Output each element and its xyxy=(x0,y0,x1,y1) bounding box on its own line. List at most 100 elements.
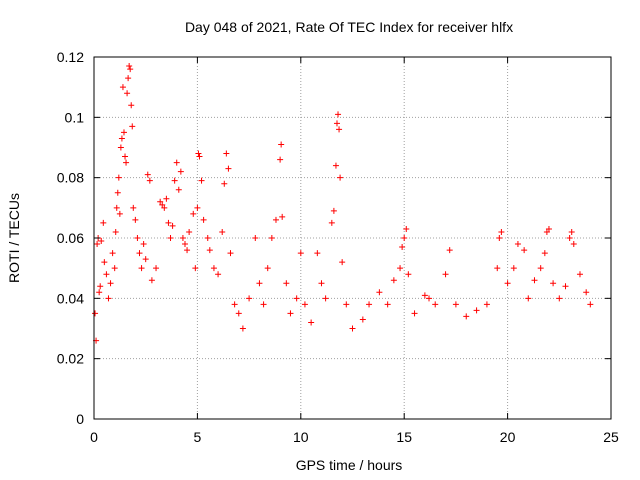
y-tick-label: 0.04 xyxy=(57,290,84,306)
data-point xyxy=(278,141,285,148)
data-point xyxy=(126,63,133,70)
y-axis-ticks: 0 0.02 0.04 0.06 0.08 0.1 0.12 xyxy=(57,49,611,427)
data-point xyxy=(397,265,404,272)
data-point xyxy=(225,165,232,172)
data-point xyxy=(330,207,337,214)
data-point xyxy=(134,235,141,241)
data-point xyxy=(100,219,107,226)
data-point xyxy=(116,210,123,217)
data-point xyxy=(343,301,350,308)
data-point xyxy=(98,238,105,245)
data-point xyxy=(169,222,176,229)
x-tick-label: 10 xyxy=(293,429,309,445)
data-point xyxy=(94,241,101,248)
data-point xyxy=(322,295,329,302)
data-point xyxy=(328,219,335,226)
data-point xyxy=(129,123,136,130)
data-point xyxy=(359,316,366,323)
data-point xyxy=(384,301,391,308)
data-point xyxy=(279,213,286,220)
y-tick-label: 0.06 xyxy=(57,230,84,246)
data-point xyxy=(399,244,406,251)
data-point xyxy=(206,247,213,254)
data-point xyxy=(173,159,180,166)
data-point xyxy=(570,241,577,248)
data-point xyxy=(153,265,160,272)
data-point xyxy=(576,271,583,278)
data-point xyxy=(531,277,538,284)
data-point xyxy=(390,277,397,284)
data-point xyxy=(566,235,573,241)
data-point xyxy=(463,313,470,320)
data-point xyxy=(525,295,532,302)
data-point xyxy=(426,295,433,302)
data-point xyxy=(336,126,343,133)
data-point xyxy=(198,177,205,184)
y-tick-label: 0 xyxy=(76,411,84,427)
data-point xyxy=(332,162,339,169)
x-tick-label: 5 xyxy=(194,429,202,445)
data-point xyxy=(405,271,412,278)
data-point xyxy=(192,265,199,272)
data-point xyxy=(318,280,325,287)
data-point xyxy=(219,228,226,235)
data-point xyxy=(118,135,125,142)
data-point xyxy=(124,90,131,97)
data-point xyxy=(301,301,308,308)
x-tick-label: 20 xyxy=(500,429,516,445)
data-point xyxy=(494,265,501,272)
data-point xyxy=(287,310,294,317)
data-point xyxy=(260,301,267,308)
data-point xyxy=(111,265,118,272)
data-point xyxy=(161,204,168,211)
data-point xyxy=(252,235,259,241)
data-point xyxy=(107,280,114,287)
data-point xyxy=(120,129,127,136)
data-point xyxy=(227,250,234,257)
data-point xyxy=(339,259,346,266)
data-point xyxy=(122,153,129,160)
data-point xyxy=(376,289,383,296)
x-tick-label: 0 xyxy=(90,429,98,445)
data-point xyxy=(136,250,143,257)
data-point xyxy=(105,295,112,302)
data-point xyxy=(119,84,126,91)
data-point xyxy=(171,177,178,184)
x-tick-label: 15 xyxy=(396,429,412,445)
data-point xyxy=(432,301,439,308)
x-axis-ticks: 0 5 10 15 20 25 xyxy=(90,57,619,445)
data-point xyxy=(556,295,563,302)
data-point xyxy=(239,325,246,332)
data-point xyxy=(101,259,108,266)
data-point xyxy=(452,301,459,308)
data-point xyxy=(297,250,304,257)
data-point xyxy=(117,144,124,151)
data-point xyxy=(184,247,191,254)
data-point xyxy=(256,280,263,287)
data-point xyxy=(138,265,145,272)
data-point xyxy=(190,210,197,217)
y-tick-label: 0.08 xyxy=(57,170,84,186)
data-point xyxy=(401,235,408,241)
data-point xyxy=(113,204,120,211)
data-point xyxy=(337,174,344,181)
y-tick-label: 0.12 xyxy=(57,49,84,65)
y-tick-label: 0.02 xyxy=(57,351,84,367)
data-point xyxy=(127,66,134,73)
data-point xyxy=(349,325,356,332)
y-axis-label: ROTI / TECUs xyxy=(6,193,22,283)
data-point xyxy=(163,195,170,202)
data-point xyxy=(128,102,135,109)
data-point xyxy=(194,204,201,211)
data-point xyxy=(473,307,480,314)
data-point xyxy=(314,250,321,257)
data-point xyxy=(146,177,153,184)
data-point xyxy=(272,216,279,223)
data-point xyxy=(92,310,99,317)
data-point xyxy=(96,289,103,296)
data-point xyxy=(366,301,373,308)
data-point xyxy=(97,283,104,290)
data-point xyxy=(112,228,119,235)
data-point xyxy=(568,228,575,235)
